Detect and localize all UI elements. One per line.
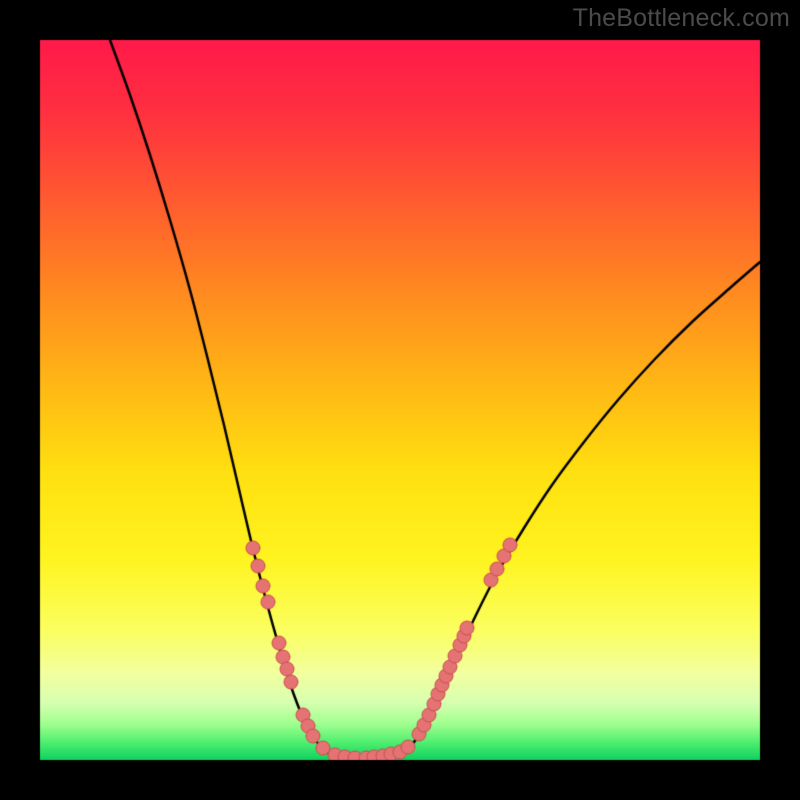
chart-canvas [0, 0, 800, 800]
chart-container: TheBottleneck.com [0, 0, 800, 800]
